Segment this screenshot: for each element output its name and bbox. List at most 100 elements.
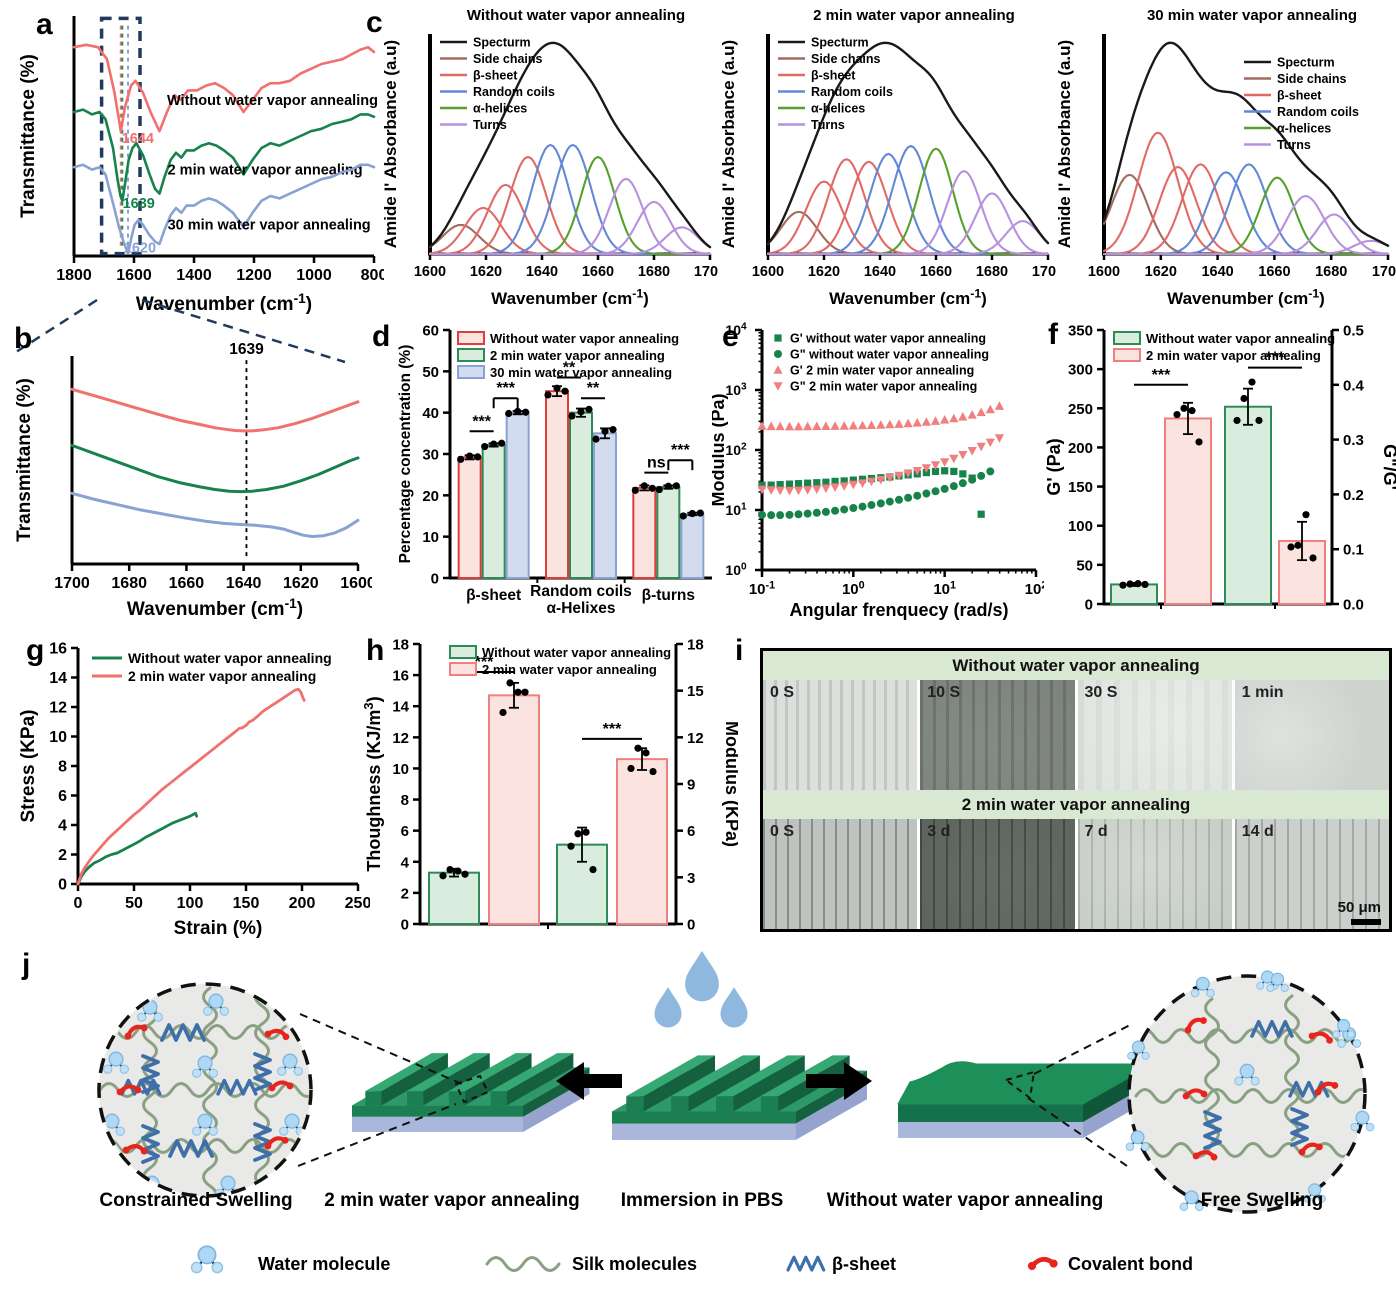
free-swelling-network <box>1134 994 1363 1161</box>
svg-text:Silk molecules: Silk molecules <box>572 1254 697 1274</box>
covalent-bond-icon <box>264 1136 289 1150</box>
svg-text:0.4: 0.4 <box>1343 377 1365 394</box>
svg-text:350: 350 <box>1068 323 1093 340</box>
svg-text:Percentage concentration (%): Percentage concentration (%) <box>397 345 414 564</box>
panel-letter-a: a <box>36 8 53 41</box>
svg-text:Modulus (Pa): Modulus (Pa) <box>712 394 728 507</box>
svg-text:1680: 1680 <box>638 264 670 280</box>
svg-text:1700: 1700 <box>694 264 718 280</box>
svg-text:8: 8 <box>58 759 67 776</box>
svg-text:10: 10 <box>422 529 439 546</box>
svg-text:Random coils: Random coils <box>530 583 632 600</box>
svg-text:Without water vapor annealing: Without water vapor annealing <box>482 645 671 660</box>
svg-text:8: 8 <box>401 792 409 809</box>
svg-text:0: 0 <box>74 895 83 912</box>
svg-text:40: 40 <box>422 405 439 422</box>
svg-text:***: *** <box>475 654 494 671</box>
svg-text:2: 2 <box>58 847 67 864</box>
svg-text:1600: 1600 <box>414 264 446 280</box>
silk-molecule-line <box>1284 994 1300 1142</box>
svg-text:100: 100 <box>1068 518 1093 535</box>
arrow-right-icon <box>806 1062 872 1100</box>
svg-text:1640: 1640 <box>1201 264 1233 280</box>
water-molecule-icon <box>190 1245 224 1274</box>
svg-text:β-sheet: β-sheet <box>1277 89 1322 103</box>
svg-text:Water molecule: Water molecule <box>258 1254 390 1274</box>
svg-text:30: 30 <box>422 447 439 464</box>
micrograph-header-row2: 2 min water vapor annealing <box>763 790 1389 819</box>
deconvolution-chart-without: 1600 1620 1640 1660 1680 1700 Wavenumber (cm-1… <box>382 7 718 308</box>
panel-letter-e: e <box>722 320 739 353</box>
time-label: 3 d <box>927 823 951 840</box>
deconvolution-chart-2min: 1600 1620 1640 1660 1680 1700 Wavenumber (cm-1… <box>720 7 1056 308</box>
svg-text:β-sheet: β-sheet <box>832 1254 896 1274</box>
time-label: 0 S <box>770 823 795 840</box>
water-molecule-icon <box>1125 1130 1150 1152</box>
svg-text:16: 16 <box>392 668 409 685</box>
svg-text:1700: 1700 <box>54 575 90 592</box>
water-molecule-icon <box>1350 1110 1375 1132</box>
svg-text:250: 250 <box>345 895 370 912</box>
svg-text:G' (Pa): G' (Pa) <box>1044 438 1064 495</box>
scale-bar: 50 μm <box>1338 899 1381 925</box>
svg-text:300: 300 <box>1068 362 1093 379</box>
svg-text:1620: 1620 <box>470 264 502 280</box>
svg-text:1600: 1600 <box>1088 264 1120 280</box>
panel-letter-d: d <box>372 320 391 353</box>
svg-text:103: 103 <box>725 382 747 398</box>
svg-text:102: 102 <box>725 442 747 458</box>
svg-text:20: 20 <box>422 488 439 505</box>
svg-text:1640: 1640 <box>864 264 896 280</box>
svg-text:200: 200 <box>1068 440 1093 457</box>
svg-text:Modulus (KPa): Modulus (KPa) <box>722 721 738 847</box>
svg-text:1644: 1644 <box>122 131 154 147</box>
micrograph-row1: 0 S 10 S 30 S 1 min <box>763 680 1389 790</box>
micrograph-image: 0 S <box>763 680 918 790</box>
svg-text:G"/G': G"/G' <box>1380 444 1396 490</box>
svg-text:1640: 1640 <box>226 575 262 592</box>
covalent-bond-icon <box>1027 1257 1058 1271</box>
svg-text:β-turns: β-turns <box>642 587 695 604</box>
svg-text:1700: 1700 <box>1032 264 1056 280</box>
silk-molecule-line <box>1134 1028 1363 1044</box>
svg-text:2 min water vapor annealing: 2 min water vapor annealing <box>813 7 1015 24</box>
water-molecule-icon <box>203 993 229 1016</box>
svg-text:Random coils: Random coils <box>811 85 893 99</box>
panel-letter-i: i <box>735 634 744 667</box>
svg-text:Amide I' Absorbance (a.u): Amide I' Absorbance (a.u) <box>720 40 738 248</box>
svg-text:Immersion in PBS: Immersion in PBS <box>621 1190 784 1211</box>
covalent-bond-icon <box>116 1084 142 1096</box>
water-molecule-icon <box>1303 1183 1326 1203</box>
svg-text:Random coils: Random coils <box>473 85 555 99</box>
svg-text:0.5: 0.5 <box>1343 323 1364 340</box>
micrograph-image: 1 min <box>1234 680 1389 790</box>
svg-text:50: 50 <box>422 364 439 381</box>
svg-text:1680: 1680 <box>111 575 147 592</box>
svg-text:2 min water vapor annealing: 2 min water vapor annealing <box>490 348 665 363</box>
beta-sheet-icon <box>1250 1019 1294 1038</box>
covalent-bond-icon <box>1314 1081 1339 1096</box>
svg-text:1660: 1660 <box>169 575 205 592</box>
silk-molecule-line <box>1134 1088 1363 1104</box>
svg-text:14: 14 <box>49 670 67 687</box>
svg-text:10-1: 10-1 <box>749 579 775 598</box>
svg-text:14: 14 <box>392 699 409 716</box>
covalent-bond-icon <box>1192 1150 1218 1161</box>
micrograph-image: 7 d <box>1077 819 1232 929</box>
svg-text:Constrained Swelling: Constrained Swelling <box>99 1190 292 1211</box>
water-molecule-icon <box>1127 1040 1150 1060</box>
svg-text:1660: 1660 <box>1258 264 1290 280</box>
svg-text:150: 150 <box>1068 479 1093 496</box>
arrow-left-icon <box>556 1062 622 1100</box>
scale-bar-label: 50 μm <box>1337 899 1381 916</box>
svg-text:Specturm: Specturm <box>473 36 531 50</box>
svg-text:Specturm: Specturm <box>1277 56 1335 70</box>
svg-text:2: 2 <box>401 885 409 902</box>
water-molecule-icon <box>277 1053 303 1076</box>
time-label: 14 d <box>1241 823 1274 840</box>
svg-text:30 min water vapor annealing: 30 min water vapor annealing <box>1147 7 1357 24</box>
water-molecule-icon <box>1266 972 1289 993</box>
svg-text:Without water vapor annealing: Without water vapor annealing <box>490 331 679 346</box>
